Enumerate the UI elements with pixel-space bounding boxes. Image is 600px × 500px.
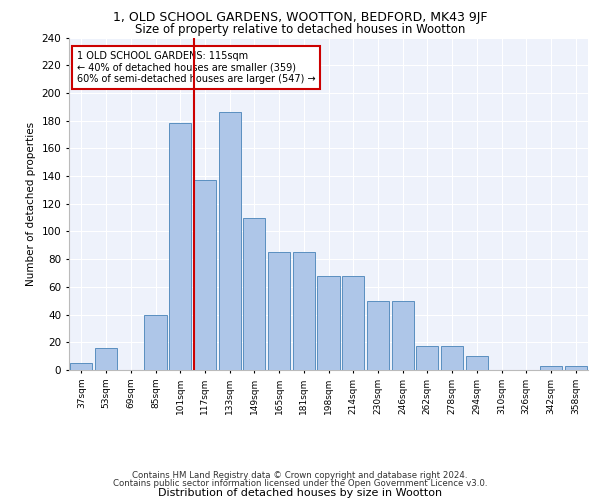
- Bar: [194, 180, 216, 370]
- Text: 1, OLD SCHOOL GARDENS, WOOTTON, BEDFORD, MK43 9JF: 1, OLD SCHOOL GARDENS, WOOTTON, BEDFORD,…: [113, 11, 487, 24]
- Bar: [466, 356, 488, 370]
- Bar: [441, 346, 463, 370]
- Bar: [342, 276, 364, 370]
- Bar: [218, 112, 241, 370]
- Bar: [293, 252, 315, 370]
- Bar: [145, 314, 167, 370]
- Bar: [565, 366, 587, 370]
- Text: Size of property relative to detached houses in Wootton: Size of property relative to detached ho…: [135, 22, 465, 36]
- Bar: [416, 346, 439, 370]
- Text: Contains public sector information licensed under the Open Government Licence v3: Contains public sector information licen…: [113, 478, 487, 488]
- Bar: [95, 348, 117, 370]
- Bar: [169, 124, 191, 370]
- Bar: [243, 218, 265, 370]
- Text: 1 OLD SCHOOL GARDENS: 115sqm
← 40% of detached houses are smaller (359)
60% of s: 1 OLD SCHOOL GARDENS: 115sqm ← 40% of de…: [77, 51, 316, 84]
- Bar: [540, 366, 562, 370]
- Bar: [392, 300, 414, 370]
- Text: Distribution of detached houses by size in Wootton: Distribution of detached houses by size …: [158, 488, 442, 498]
- Y-axis label: Number of detached properties: Number of detached properties: [26, 122, 36, 286]
- Text: Contains HM Land Registry data © Crown copyright and database right 2024.: Contains HM Land Registry data © Crown c…: [132, 471, 468, 480]
- Bar: [70, 363, 92, 370]
- Bar: [367, 300, 389, 370]
- Bar: [317, 276, 340, 370]
- Bar: [268, 252, 290, 370]
